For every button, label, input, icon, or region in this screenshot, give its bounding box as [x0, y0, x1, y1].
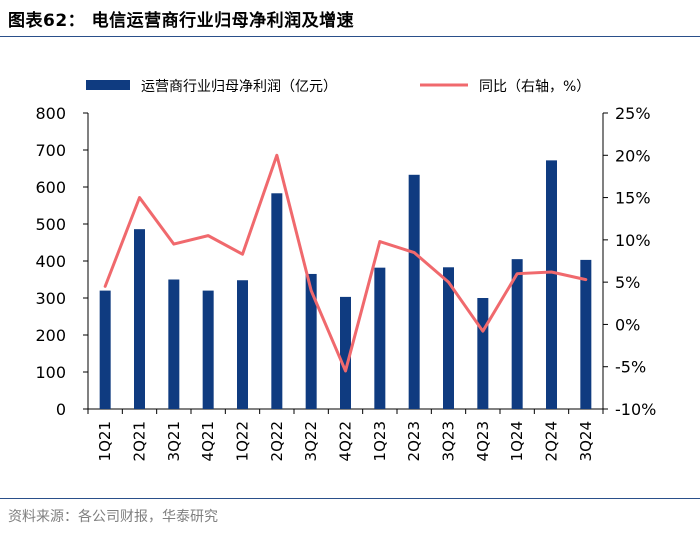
legend-line-label: 同比（右轴，%） — [479, 79, 590, 95]
y-left-tick-label: 0 — [56, 400, 66, 419]
y-left-tick-label: 100 — [35, 363, 66, 382]
bar — [134, 229, 145, 409]
y-right-tick-label: 10% — [615, 231, 651, 250]
y-right-tick-label: 25% — [615, 104, 651, 123]
x-tick-label: 3Q21 — [165, 421, 183, 461]
y-right-tick-label: 5% — [615, 273, 640, 292]
bar — [546, 160, 557, 409]
y-right-tick-label: -10% — [615, 400, 656, 419]
y-right-tick-label: 15% — [615, 189, 651, 208]
bar — [580, 259, 592, 409]
y-right-tick-label: 20% — [615, 146, 651, 165]
legend: 运营商行业归母净利润（亿元） 同比（右轴，%） — [86, 78, 590, 95]
legend-bar-label: 运营商行业归母净利润（亿元） — [141, 78, 337, 95]
bars — [99, 160, 592, 409]
bar — [237, 280, 248, 409]
line-series — [103, 153, 588, 373]
x-tick-label: 1Q21 — [96, 421, 114, 461]
legend-bar-swatch — [86, 80, 130, 90]
axes: 0 100 200 300 400 500 600 700 800 -10% -5% 0% 5% 10% 1… — [35, 104, 656, 461]
x-tick-label: 3Q23 — [440, 421, 458, 461]
y-left-tick-label: 600 — [35, 178, 66, 197]
x-tick-label: 4Q22 — [337, 421, 355, 461]
bar — [99, 290, 111, 409]
x-tick-label: 2Q23 — [405, 421, 423, 461]
x-tick-label: 4Q23 — [474, 421, 492, 461]
x-tick-label: 3Q22 — [302, 421, 320, 461]
x-tick-label: 2Q21 — [131, 421, 149, 461]
bar — [374, 267, 386, 409]
x-tick-label: 1Q22 — [234, 421, 252, 461]
x-tick-label: 2Q24 — [543, 421, 561, 461]
y-left-tick-label: 800 — [35, 104, 66, 123]
y-left-tick-label: 400 — [35, 252, 66, 271]
bar — [408, 174, 420, 409]
x-tick-label: 1Q24 — [508, 421, 526, 461]
y-left-tick-label: 500 — [35, 215, 66, 234]
bar — [511, 259, 523, 409]
y-left-tick-label: 300 — [35, 289, 66, 308]
bar — [202, 290, 214, 409]
top-divider — [0, 36, 700, 37]
bar — [477, 298, 489, 409]
figure-title: 图表62： 电信运营商行业归母净利润及增速 — [8, 11, 355, 31]
y-right-tick-label: 0% — [615, 315, 640, 334]
x-tick-label: 3Q24 — [577, 421, 595, 461]
bar — [168, 279, 180, 409]
bar — [305, 273, 317, 409]
y-left-tick-label: 200 — [35, 326, 66, 345]
bar — [340, 296, 351, 409]
bottom-divider — [0, 498, 700, 499]
y-left-tick-label: 700 — [35, 141, 66, 160]
x-tick-label: 1Q23 — [371, 421, 389, 461]
x-tick-label: 2Q22 — [268, 421, 286, 461]
x-tick-label: 4Q21 — [199, 421, 217, 461]
bar — [271, 193, 283, 409]
bar — [443, 267, 454, 409]
source-note: 资料来源：各公司财报，华泰研究 — [8, 509, 218, 525]
y-right-tick-label: -5% — [615, 358, 646, 377]
